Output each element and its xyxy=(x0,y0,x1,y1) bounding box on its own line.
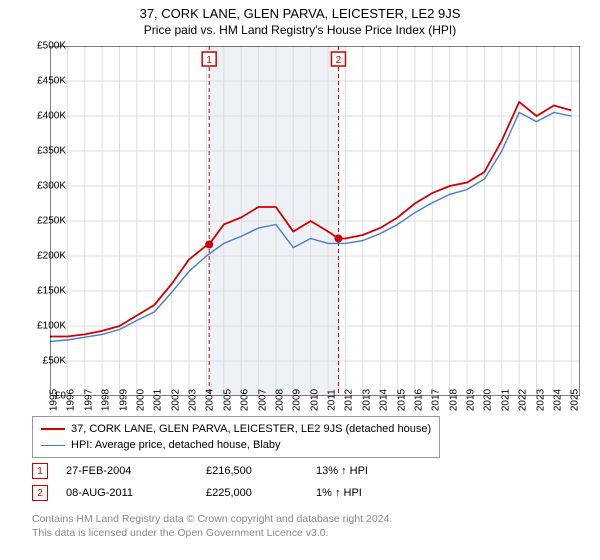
sale-diff: 13% ↑ HPI xyxy=(316,465,416,477)
x-tick-label: 2006 xyxy=(240,389,251,411)
svg-text:2: 2 xyxy=(336,55,342,66)
footer-line-1: Contains HM Land Registry data © Crown c… xyxy=(32,512,392,526)
chart-container: 37, CORK LANE, GLEN PARVA, LEICESTER, LE… xyxy=(0,0,600,560)
y-tick-label: £150K xyxy=(37,286,66,297)
sale-diff: 1% ↑ HPI xyxy=(316,487,416,499)
legend-swatch xyxy=(41,428,65,430)
x-tick-label: 2013 xyxy=(361,389,372,411)
y-tick-label: £250K xyxy=(37,216,66,227)
footer-attribution: Contains HM Land Registry data © Crown c… xyxy=(32,512,392,540)
line-chart: 12 xyxy=(50,46,580,396)
x-tick-label: 2017 xyxy=(431,389,442,411)
sale-date: 08-AUG-2011 xyxy=(66,487,206,499)
x-tick-label: 2004 xyxy=(205,389,216,411)
x-tick-label: 2016 xyxy=(413,389,424,411)
sale-row: 2 08-AUG-2011£225,0001% ↑ HPI xyxy=(32,482,416,504)
x-tick-label: 1999 xyxy=(118,389,129,411)
sale-price: £225,000 xyxy=(206,487,316,499)
chart-subtitle: Price paid vs. HM Land Registry's House … xyxy=(0,23,600,37)
x-tick-label: 2012 xyxy=(344,389,355,411)
legend-label: 37, CORK LANE, GLEN PARVA, LEICESTER, LE… xyxy=(71,421,431,437)
legend-item: HPI: Average price, detached house, Blab… xyxy=(41,437,431,453)
x-tick-label: 2001 xyxy=(153,389,164,411)
x-tick-label: 2025 xyxy=(570,389,581,411)
legend-swatch xyxy=(41,445,65,446)
x-tick-label: 2023 xyxy=(535,389,546,411)
x-tick-label: 2003 xyxy=(188,389,199,411)
legend: 37, CORK LANE, GLEN PARVA, LEICESTER, LE… xyxy=(32,416,440,458)
y-tick-label: £50K xyxy=(43,356,66,367)
x-tick-label: 2024 xyxy=(552,389,563,411)
x-tick-label: 1995 xyxy=(49,389,60,411)
x-tick-label: 2000 xyxy=(135,389,146,411)
y-tick-label: £400K xyxy=(37,111,66,122)
sale-price: £216,500 xyxy=(206,465,316,477)
x-tick-label: 2009 xyxy=(292,389,303,411)
x-tick-label: 2015 xyxy=(396,389,407,411)
x-tick-label: 1997 xyxy=(83,389,94,411)
x-tick-label: 2014 xyxy=(379,389,390,411)
chart-title: 37, CORK LANE, GLEN PARVA, LEICESTER, LE… xyxy=(0,6,600,21)
x-tick-label: 2021 xyxy=(500,389,511,411)
sale-date: 27-FEB-2004 xyxy=(66,465,206,477)
sale-marker: 2 xyxy=(32,485,48,501)
x-tick-label: 1996 xyxy=(66,389,77,411)
y-tick-label: £100K xyxy=(37,321,66,332)
x-tick-label: 2008 xyxy=(274,389,285,411)
legend-label: HPI: Average price, detached house, Blab… xyxy=(71,437,281,453)
y-tick-label: £450K xyxy=(37,76,66,87)
x-tick-label: 2002 xyxy=(170,389,181,411)
x-tick-label: 2007 xyxy=(257,389,268,411)
x-tick-label: 2018 xyxy=(448,389,459,411)
x-tick-label: 1998 xyxy=(101,389,112,411)
footer-line-2: This data is licensed under the Open Gov… xyxy=(32,526,392,540)
sale-row: 1 27-FEB-2004£216,50013% ↑ HPI xyxy=(32,460,416,482)
x-tick-label: 2011 xyxy=(327,389,338,411)
x-tick-label: 2019 xyxy=(466,389,477,411)
x-tick-label: 2010 xyxy=(309,389,320,411)
legend-item: 37, CORK LANE, GLEN PARVA, LEICESTER, LE… xyxy=(41,421,431,437)
y-tick-label: £200K xyxy=(37,251,66,262)
sale-marker: 1 xyxy=(32,463,48,479)
y-tick-label: £300K xyxy=(37,181,66,192)
svg-text:1: 1 xyxy=(206,55,212,66)
x-tick-label: 2022 xyxy=(518,389,529,411)
sales-table: 1 27-FEB-2004£216,50013% ↑ HPI 2 08-AUG-201… xyxy=(32,460,416,504)
y-tick-label: £350K xyxy=(37,146,66,157)
x-tick-label: 2005 xyxy=(222,389,233,411)
y-tick-label: £500K xyxy=(37,41,66,52)
title-block: 37, CORK LANE, GLEN PARVA, LEICESTER, LE… xyxy=(0,0,600,37)
x-tick-label: 2020 xyxy=(483,389,494,411)
